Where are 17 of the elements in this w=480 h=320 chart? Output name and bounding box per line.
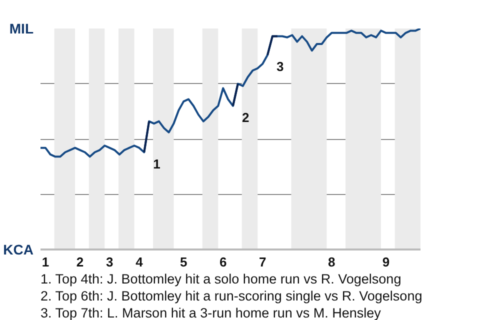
text: 1. Top 4th: J. Bottomley hit a solo home run vs R. Vogelsong bbox=[40, 272, 402, 286]
x-tick-label: 1 bbox=[42, 254, 50, 270]
x-tick-label: 6 bbox=[219, 254, 227, 270]
x-tick-label: 9 bbox=[382, 254, 390, 270]
text: MIL bbox=[9, 20, 34, 36]
text: 2. Top 6th: J. Bottomley hit a run-scoring single vs R. Vogelsong bbox=[40, 288, 422, 304]
text: 3. Top 7th: L. Marson hit a 3-run home run vs M. Hensley bbox=[40, 306, 382, 320]
text: KCA bbox=[3, 242, 34, 258]
x-tick-label: 2 bbox=[76, 254, 84, 270]
x-tick-label: 4 bbox=[136, 254, 144, 270]
x-tick-label: 7 bbox=[258, 254, 266, 270]
series-label: 2 bbox=[242, 110, 250, 125]
series-label: 1 bbox=[153, 156, 160, 172]
x-tick-label: 8 bbox=[328, 254, 336, 270]
x-tick-label: 3 bbox=[106, 254, 114, 270]
x-tick-label: 5 bbox=[180, 254, 188, 270]
series-label: 3 bbox=[276, 59, 284, 74]
